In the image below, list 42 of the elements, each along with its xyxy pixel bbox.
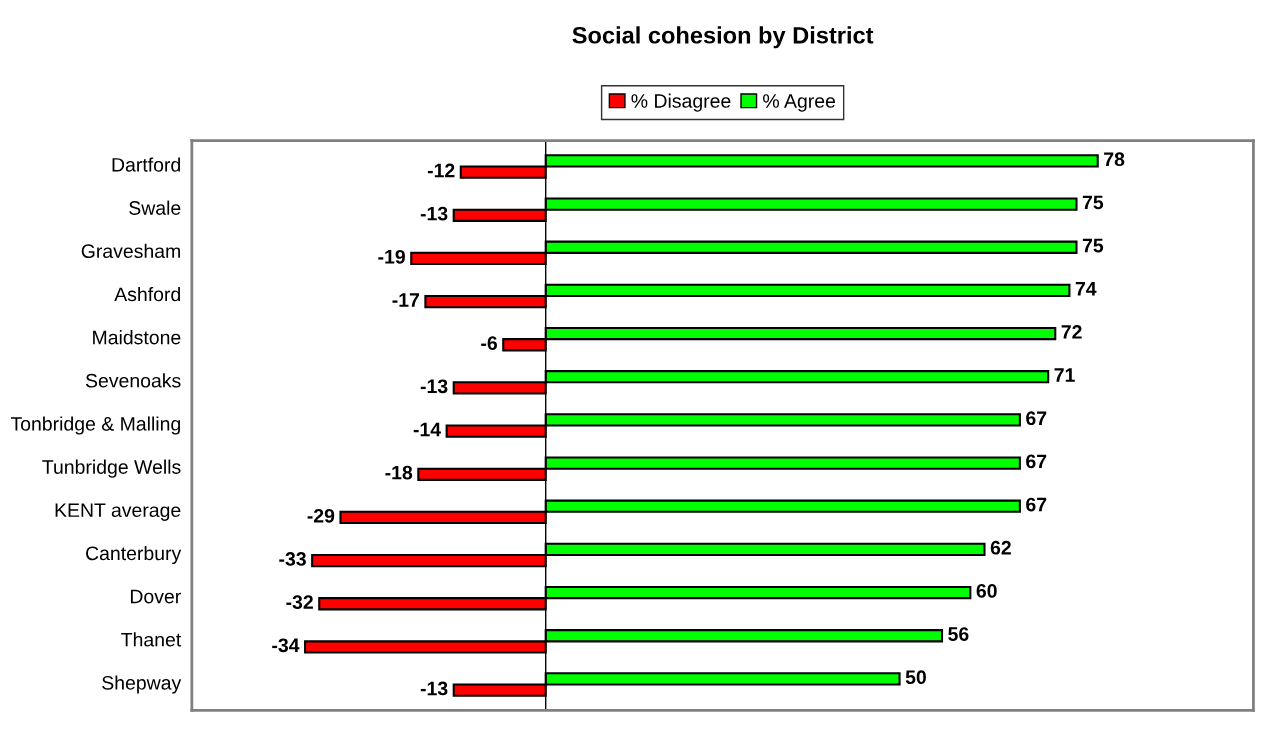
data-label: -33	[279, 552, 306, 566]
data-label: 56	[948, 627, 969, 641]
y-tick-label: Gravesham	[81, 243, 180, 259]
data-label: -19	[378, 249, 405, 264]
y-tick-label: Thanet	[121, 632, 182, 647]
data-label: 72	[1061, 325, 1082, 339]
data-label: -13	[420, 379, 448, 394]
data-label: -17	[392, 293, 419, 307]
data-label: 78	[1104, 152, 1125, 167]
legend-label: % Disagree	[631, 93, 731, 112]
data-label: -12	[427, 163, 455, 178]
data-label: 75	[1082, 238, 1104, 253]
y-tick-label: Tonbridge & Malling	[10, 416, 180, 435]
data-label: -18	[385, 465, 413, 480]
y-tick-label: KENT average	[55, 503, 181, 521]
data-label: 75	[1082, 195, 1104, 210]
data-label: 60	[976, 584, 997, 598]
y-tick-label: Tunbridge Wells	[42, 459, 181, 478]
data-label: -13	[420, 681, 448, 696]
y-tick-label: Dover	[130, 589, 181, 604]
data-label: -34	[272, 638, 300, 653]
data-label: -32	[286, 595, 313, 610]
y-tick-label: Sevenoaks	[85, 373, 181, 388]
y-tick-label: Maidstone	[93, 330, 181, 345]
y-tick-label: Ashford	[114, 286, 180, 302]
data-label: -6	[481, 336, 497, 350]
data-label: 71	[1054, 368, 1075, 382]
data-label: 50	[905, 670, 926, 685]
data-label: -13	[420, 206, 448, 221]
y-tick-label: Swale	[129, 200, 181, 215]
data-label: -14	[413, 422, 441, 437]
y-tick-label: Canterbury	[86, 545, 182, 565]
chart-title: Social cohesion by District	[572, 26, 874, 49]
legend-label: % Agree	[763, 94, 836, 112]
data-label: -29	[307, 508, 335, 523]
data-label: 74	[1075, 282, 1097, 296]
y-tick-label: Dartford	[112, 157, 180, 172]
data-label: 62	[990, 540, 1011, 555]
data-label: 67	[1026, 411, 1047, 426]
data-label: 67	[1026, 497, 1047, 512]
y-tick-label: Shepway	[102, 675, 182, 694]
data-label: 67	[1026, 454, 1047, 469]
